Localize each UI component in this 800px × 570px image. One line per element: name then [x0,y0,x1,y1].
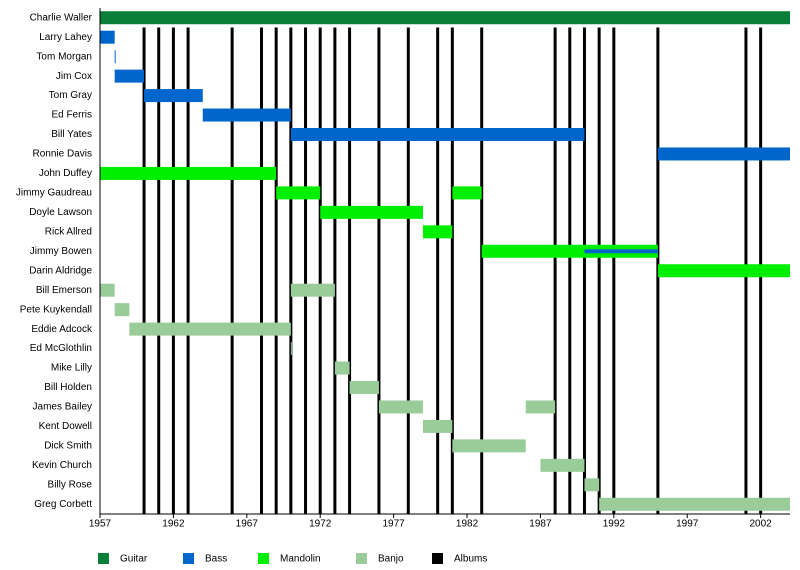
member-label: Billy Rose [48,479,93,490]
member-label: Mike Lilly [51,363,92,374]
member-label: Bill Emerson [36,285,92,296]
member-label: Rick Allred [45,226,92,237]
legend-label: Bass [205,554,227,565]
member-label: John Duffey [39,168,92,179]
member-label: Kevin Church [32,460,92,471]
period-bar [334,361,350,375]
member-label: Jim Cox [56,71,92,82]
x-tick-label: 1982 [456,519,479,530]
x-tick-label: 1977 [382,519,405,530]
x-tick-label: 1957 [89,519,112,530]
period-bar [100,30,115,44]
period-bar [481,244,658,258]
period-bar [452,186,482,200]
member-label: Eddie Adcock [31,324,93,335]
period-bar [144,89,203,103]
legend-label: Mandolin [280,554,321,565]
period-bar [422,419,453,433]
member-label: Ed Ferris [51,110,92,121]
member-label: Darin Aldridge [29,265,92,276]
period-bar [100,283,115,297]
period-bar [349,381,379,394]
member-label: Jimmy Gaudreau [16,188,92,199]
period-bar [584,249,658,254]
period-bar [657,147,790,161]
x-tick-label: 1962 [162,519,185,530]
legend-swatch [183,553,194,564]
member-label: Doyle Lawson [29,207,92,218]
member-label: Bill Holden [44,382,92,393]
member-label: Dick Smith [44,441,92,452]
period-bar [525,400,556,414]
member-label: James Bailey [33,402,92,413]
legend-swatch [98,553,109,564]
period-bar [320,205,423,219]
member-label: Pete Kuykendall [20,304,92,315]
period-bar [378,400,423,414]
period-bar [452,439,526,453]
x-tick-label: 1972 [309,519,332,530]
x-tick-label: 1967 [236,519,259,530]
member-label: Greg Corbett [34,499,92,510]
x-tick-label: 1992 [603,519,626,530]
member-label: Ed McGlothlin [30,343,92,354]
period-bar [100,11,790,25]
member-label: Tom Gray [49,90,92,101]
period-bar [290,128,585,141]
period-bar [100,166,277,180]
period-bar [202,108,291,122]
member-label: Charlie Waller [30,12,93,23]
legend-label: Guitar [120,554,148,565]
period-bar [276,186,321,200]
period-bar [290,342,292,356]
period-bar [422,225,453,239]
period-bar [129,322,291,336]
member-label: Kent Dowell [39,421,92,432]
legend-swatch [258,553,269,564]
legend-label: Albums [454,554,487,565]
period-bar [584,478,600,492]
member-label: Tom Morgan [36,51,92,62]
x-tick-label: 1997 [676,519,699,530]
member-label: Jimmy Bowen [30,246,92,257]
member-label: Bill Yates [51,129,92,140]
legend-label: Banjo [378,554,404,565]
member-label: Larry Lahey [39,32,92,43]
legend-swatch [356,553,367,564]
x-tick-label: 2002 [750,519,773,530]
period-bar [114,69,145,83]
legend-swatch [432,553,443,564]
period-bar [599,497,790,511]
period-bar [114,50,116,64]
period-bar [290,283,335,297]
x-tick-label: 1987 [529,519,552,530]
member-label: Ronnie Davis [33,149,92,160]
period-bar [114,303,130,317]
period-bar [657,264,790,278]
period-bar [540,458,585,472]
